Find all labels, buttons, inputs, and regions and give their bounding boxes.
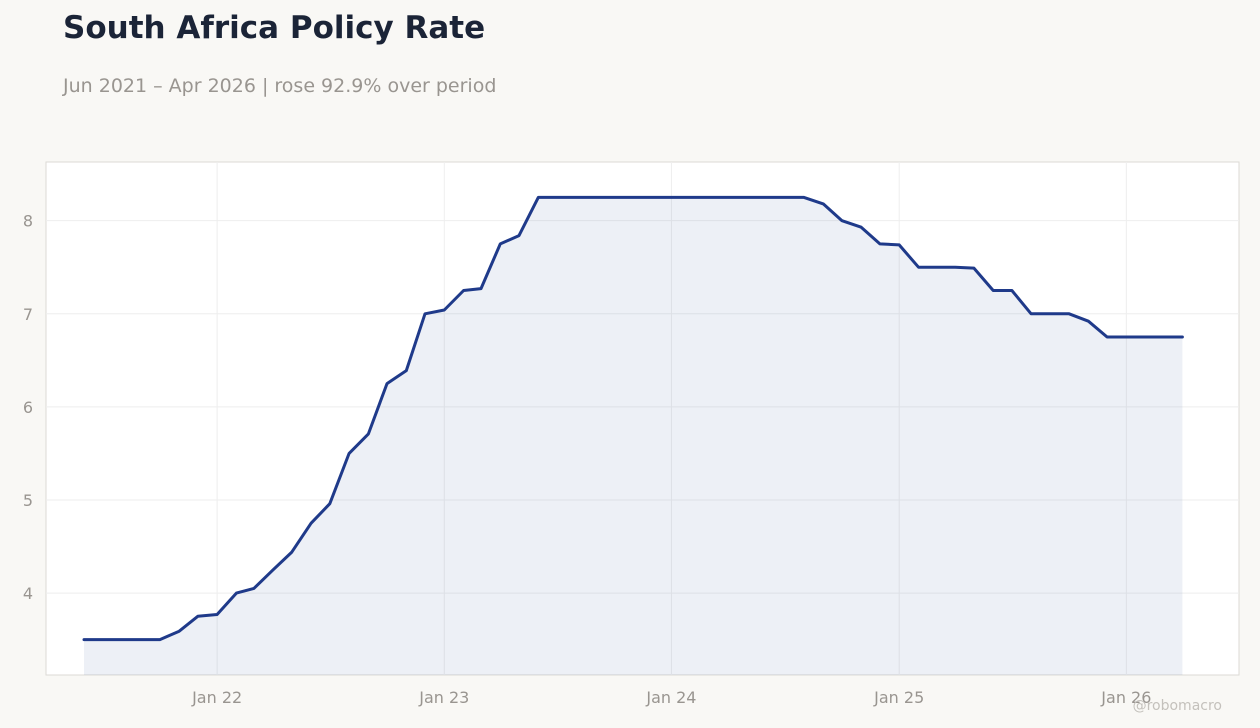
series-area-fill — [84, 197, 1183, 675]
series-line — [82, 195, 1184, 642]
y-tick-label: 4 — [23, 584, 33, 603]
y-tick-label: 8 — [23, 212, 33, 231]
series-area — [82, 195, 1184, 675]
x-tick-label: Jan 25 — [873, 688, 924, 707]
y-tick-label: 5 — [23, 491, 33, 510]
x-tick-label: Jan 26 — [1100, 688, 1151, 707]
x-tick-label: Jan 23 — [418, 688, 469, 707]
x-tick-label: Jan 22 — [191, 688, 242, 707]
chart-title: South Africa Policy Rate — [63, 10, 486, 46]
y-tick-label: 7 — [23, 305, 33, 324]
axes: 4 5 6 7 8 Jan 22 Jan 23 Jan 24 Jan 25 Jan 26 — [23, 212, 1152, 707]
watermark: @robomacro — [1133, 698, 1222, 714]
x-tick-label: Jan 24 — [645, 688, 696, 707]
chart-subtitle: Jun 2021 – Apr 2026 | rose 92.9% over pe… — [63, 75, 497, 97]
y-tick-label: 6 — [23, 398, 33, 417]
